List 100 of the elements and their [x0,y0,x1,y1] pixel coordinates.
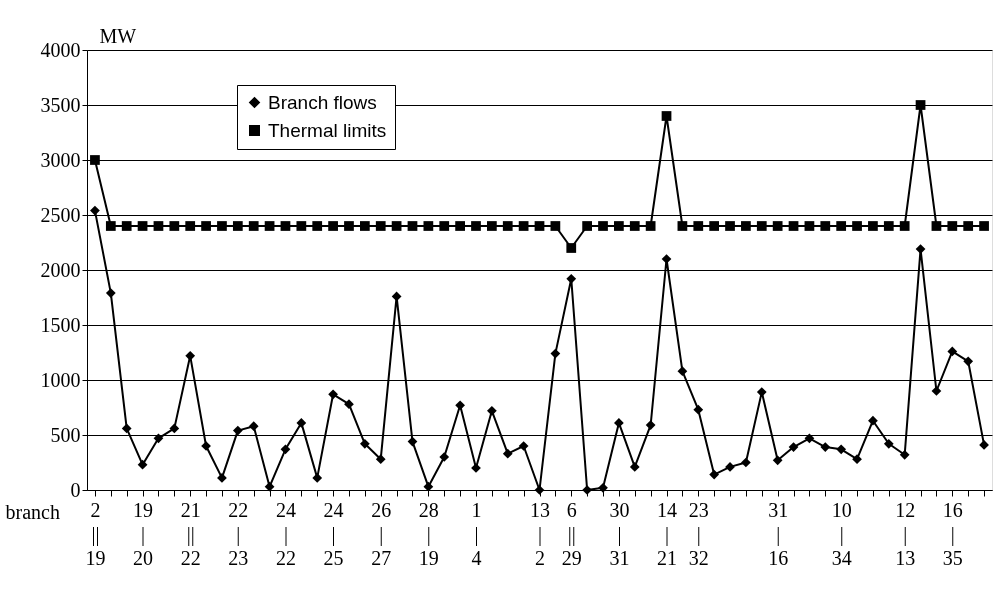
point [915,244,926,254]
y-tick-label: 3000 [40,148,81,171]
point [487,221,497,231]
point [137,459,148,470]
point [328,389,338,400]
point [566,273,577,284]
x-tick-label: 21 || 22 [180,498,201,569]
point [756,221,767,231]
point [105,221,116,231]
y-tick-label: 3500 [40,93,81,116]
point [868,221,878,231]
point [883,221,894,231]
point [963,356,974,367]
y-tick-label: 1000 [40,368,81,391]
point [185,350,196,361]
point [550,221,561,231]
point [661,254,672,264]
point [550,348,561,359]
x-tick-label: 30 | 31 [609,498,630,569]
point [375,221,386,231]
point [836,444,847,455]
point [788,442,799,452]
point [90,205,100,216]
point [629,462,640,472]
point [407,436,418,447]
x-tick-label: 10 | 34 [831,498,852,569]
point [852,454,862,465]
point [868,415,878,426]
point [614,221,624,231]
point [169,221,180,231]
y-axis-title: MW [99,24,137,47]
point [804,433,815,444]
point [232,425,243,436]
point [756,387,767,397]
point [344,399,354,410]
x-tick-label: 13 | 2 [530,498,550,569]
point [439,452,450,462]
point [741,221,751,231]
point [534,485,545,495]
point [677,366,688,377]
point [693,221,704,231]
point [979,221,989,231]
point [121,221,132,231]
legend-label: Thermal limits [268,119,387,141]
x-tick-label: 24 | 25 [323,498,344,569]
point [264,221,275,231]
point [820,221,831,231]
point [359,438,370,449]
point [598,482,608,493]
y-tick-label: 2000 [40,258,81,281]
y-tick-label: 500 [50,423,81,446]
point [407,221,418,231]
point [931,386,942,396]
point [280,221,291,231]
x-tick-label: 12 | 13 [895,498,916,569]
x-tick-label: 28 | 19 [418,498,439,569]
point [391,221,402,231]
point [502,448,513,459]
x-tick-label: 2 || 19 [85,498,106,569]
x-tick-label: 14 | 21 [657,498,678,569]
point [741,457,751,468]
point [201,221,211,231]
x-tick-label: 31 | 16 [768,498,789,569]
point [487,405,497,416]
point [614,418,624,428]
y-tick-label: 1500 [40,313,81,336]
point [725,462,735,472]
point [312,473,323,483]
point [883,438,894,449]
point [947,221,958,231]
point [344,221,354,231]
legend-label: Branch flows [268,91,377,113]
point [820,442,831,452]
point [280,444,291,455]
point [502,221,513,231]
x-tick-label: 22 | 23 [228,498,249,569]
point [185,221,196,231]
point [598,221,608,231]
point [788,221,799,231]
point [375,454,386,465]
point [439,221,450,231]
x-tick-label: 6 || 29 [561,498,582,569]
point [534,221,545,231]
point [518,441,529,451]
point [566,243,577,253]
point [264,481,275,492]
x-tick-label: 24 | 22 [275,498,296,569]
point [471,221,481,231]
point [661,111,672,121]
point [582,485,592,495]
point [677,221,688,231]
point [121,423,132,434]
point [947,346,958,357]
point [296,221,307,231]
point [248,221,259,231]
point [629,221,640,231]
point [217,473,227,483]
point [725,221,735,231]
point [693,404,704,415]
point [709,469,720,480]
